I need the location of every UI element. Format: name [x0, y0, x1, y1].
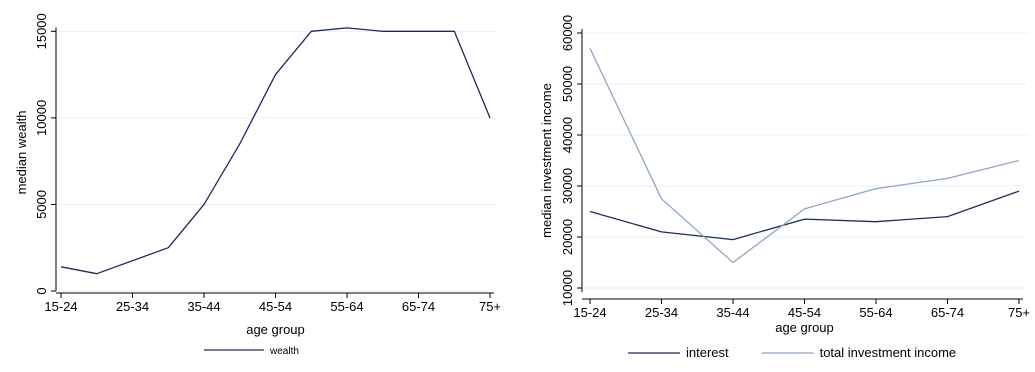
x-tick-label: 45-54: [788, 305, 821, 320]
y-tick-label: 15000: [34, 13, 49, 49]
legend-label: total investment income: [820, 345, 957, 360]
chart-panel-1: 0 5000 10000 15000 15-24 25-34 35-44 45-54 55-64…: [14, 13, 501, 357]
y-axis-title: median investment income: [539, 83, 554, 238]
series-line-interest: [589, 190, 1020, 241]
x-axis-title: age group: [246, 322, 305, 337]
legend-label: interest: [686, 345, 729, 360]
x-tick-label: 25-34: [645, 305, 678, 320]
x-tick-label: 65-74: [931, 305, 964, 320]
legend-label: wealth: [269, 346, 299, 357]
y-tick-label: 60000: [560, 15, 575, 51]
y-axis-title: median wealth: [14, 111, 29, 195]
x-tick-label: 75+: [1008, 305, 1030, 320]
chart-panel-2: 10000 20000 30000 40000 50000 60000 15-24 25-34…: [539, 15, 1030, 360]
y-tick-label: 20000: [560, 219, 575, 255]
y-tick-label: 10000: [34, 100, 49, 136]
x-tick-label: 35-44: [187, 299, 220, 314]
x-tick-label: 75+: [479, 299, 501, 314]
x-tick-label: 45-54: [259, 299, 292, 314]
x-tick-label: 55-64: [859, 305, 892, 320]
y-tick-label: 50000: [560, 66, 575, 102]
x-tick-label: 65-74: [402, 299, 435, 314]
y-tick-label: 0: [34, 287, 49, 294]
x-axis-title: age group: [775, 320, 834, 335]
x-tick-label: 15-24: [44, 299, 77, 314]
series-line-total-investment-income: [589, 48, 1020, 264]
x-tick-label: 15-24: [573, 305, 606, 320]
y-tick-label: 5000: [34, 190, 49, 219]
x-tick-label: 55-64: [330, 299, 363, 314]
y-tick-label: 10000: [560, 270, 575, 306]
y-tick-label: 30000: [560, 168, 575, 204]
series-line-wealth: [60, 27, 491, 275]
x-tick-label: 25-34: [116, 299, 149, 314]
y-tick-label: 40000: [560, 117, 575, 153]
x-tick-label: 35-44: [716, 305, 749, 320]
